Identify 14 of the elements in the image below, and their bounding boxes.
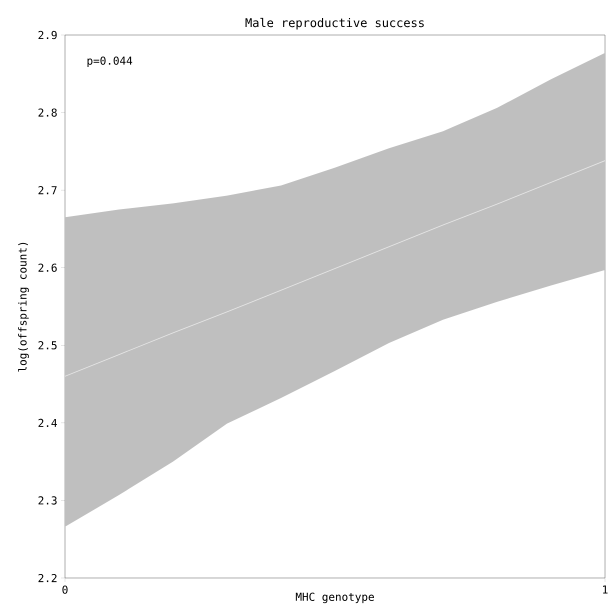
x-tick-label: 1 [603, 586, 608, 594]
y-tick-label: 2.6 [38, 264, 57, 272]
y-tick-label: 2.4 [38, 418, 57, 427]
y-tick-label: 2.5 [38, 341, 57, 350]
x-tick-label: 0 [62, 586, 68, 594]
y-tick-label: 2.7 [38, 186, 57, 194]
y-tick-label: 2.3 [38, 496, 57, 505]
chart-title: Male reproductive success [246, 18, 424, 30]
y-tick-label: 2.8 [38, 108, 57, 117]
annotation: p=0.044 [88, 56, 132, 67]
y-tick-label: 2.9 [38, 30, 57, 40]
x-axis-title: MHC genotype [296, 592, 374, 604]
y-tick-label: 2.2 [38, 574, 57, 582]
y-axis-title: log(offspring count) [18, 242, 29, 372]
